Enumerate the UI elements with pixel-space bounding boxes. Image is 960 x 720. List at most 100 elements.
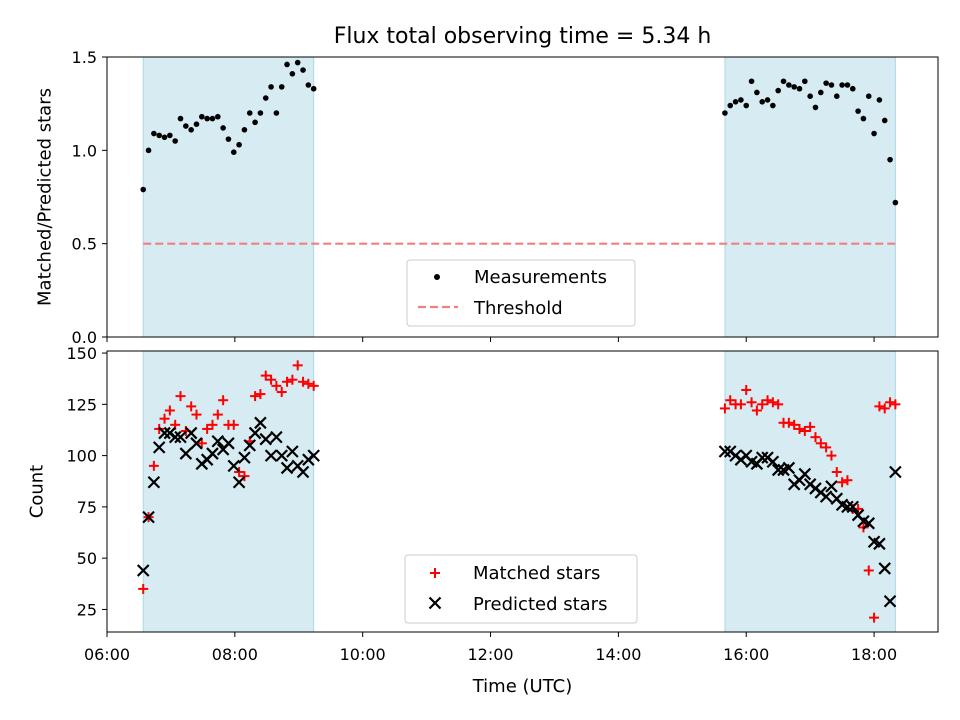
- predicted-star-point: [889, 465, 902, 479]
- predicted-star-point: [248, 426, 262, 440]
- observing-window-shading: [142, 57, 896, 337]
- y-tick-label: 75: [77, 498, 97, 517]
- measurement-point: [278, 84, 285, 90]
- predicted-star-point: [206, 447, 219, 460]
- matched-star-point: [799, 425, 810, 436]
- predicted-star-point: [878, 562, 892, 575]
- matched-star-point: [138, 583, 149, 594]
- matched-star-point: [869, 612, 880, 623]
- x-tick-label: 06:00: [84, 645, 130, 664]
- legend-entry-measurements: Measurements: [474, 267, 607, 288]
- matched-star-point: [885, 397, 896, 408]
- predicted-star-point: [184, 426, 198, 440]
- measurement-point: [220, 125, 226, 131]
- matched-star-point: [826, 450, 837, 461]
- predicted-star-point: [179, 447, 193, 460]
- legend-plus-glyph: [430, 568, 440, 578]
- matched-star-point: [191, 409, 202, 420]
- predicted-star-point: [782, 461, 796, 475]
- matched-star-point: [212, 409, 223, 420]
- measurement-point: [743, 102, 750, 109]
- matched-stars-points: [138, 360, 901, 623]
- measurement-point: [172, 138, 178, 144]
- observing-window-shading: [142, 351, 896, 632]
- y-axis-label: Count: [26, 465, 47, 518]
- measurement-point: [818, 89, 824, 96]
- matched-star-point: [234, 467, 245, 478]
- plot-frame: [106, 350, 939, 633]
- matched-star-point: [842, 475, 853, 486]
- matched-star-point: [789, 419, 800, 430]
- measurement-point: [252, 119, 258, 126]
- matched-star-point: [831, 467, 842, 478]
- measurement-point: [140, 186, 147, 193]
- matched-star-point: [148, 460, 159, 471]
- measurement-point: [764, 97, 771, 103]
- measurement-point: [151, 130, 157, 137]
- matched-star-point: [805, 421, 816, 432]
- count-panel: 25 50 75 100 125 150 06:00 08:00 10:00 12:00 14:0…: [26, 344, 939, 697]
- measurement-point: [284, 61, 290, 68]
- measurement-point: [849, 85, 856, 92]
- measurement-point: [786, 82, 792, 88]
- matched-star-point: [250, 391, 261, 402]
- predicted-stars-points: [136, 416, 902, 608]
- predicted-star-point: [142, 510, 155, 524]
- ratio-panel: 0.0 0.5 1.0 1.5 Flux total observing time =…: [34, 24, 939, 347]
- predicted-star-point: [243, 439, 257, 452]
- measurement-point: [807, 93, 813, 99]
- legend-dot-marker: [434, 274, 440, 280]
- predicted-star-point: [307, 449, 320, 462]
- matched-star-point: [186, 401, 197, 412]
- y-tick-label: 0.0: [72, 328, 97, 347]
- measurement-point: [871, 130, 877, 137]
- measurement-point: [188, 127, 194, 133]
- x-tick-label: 14:00: [595, 645, 641, 664]
- matched-star-point: [159, 413, 170, 424]
- y-axis-ticks: 0.0 0.5 1.0 1.5: [72, 48, 107, 347]
- predicted-star-point: [798, 467, 812, 481]
- matched-star-point: [207, 419, 218, 430]
- matched-star-point: [815, 438, 826, 449]
- matched-star-point: [874, 401, 885, 412]
- matched-star-point: [735, 399, 746, 410]
- legend-entry-matched-stars: Matched stars: [473, 563, 600, 584]
- matched-star-point: [773, 399, 784, 410]
- matched-star-point: [292, 360, 303, 371]
- measurement-point: [199, 113, 205, 120]
- chart-title: Flux total observing time = 5.34 h: [334, 24, 712, 49]
- y-tick-label: 150: [66, 344, 97, 363]
- predicted-star-point: [846, 500, 860, 514]
- measurement-points: [140, 59, 899, 206]
- y-axis-label: Matched/Predicted stars: [34, 88, 55, 306]
- predicted-star-point: [766, 455, 780, 469]
- measurement-point: [812, 104, 819, 111]
- predicted-star-point: [270, 430, 283, 444]
- measurement-point: [215, 113, 221, 120]
- shaded-interval: [143, 351, 314, 632]
- x-tick-label: 12:00: [467, 645, 513, 664]
- measurement-point: [289, 71, 296, 77]
- x-tick-label: 16:00: [723, 645, 769, 664]
- matched-star-point: [757, 399, 768, 410]
- matched-star-point: [271, 380, 282, 391]
- x-axis-ticks: [106, 337, 875, 342]
- legend-entry-predicted-stars: Predicted stars: [473, 594, 607, 615]
- measurement-point: [268, 84, 274, 90]
- x-tick-label: 10:00: [340, 645, 386, 664]
- y-axis-ticks: 25 50 75 100 125 150: [66, 344, 107, 619]
- predicted-star-point: [718, 445, 732, 458]
- matched-star-point: [890, 399, 901, 410]
- matched-star-point: [794, 423, 805, 434]
- matched-star-point: [751, 405, 762, 416]
- matched-star-point: [260, 370, 271, 381]
- predicted-star-point: [280, 461, 294, 475]
- predicted-star-point: [158, 426, 171, 440]
- predicted-star-point: [873, 537, 886, 551]
- legend-plus-marker: [430, 568, 440, 578]
- measurement-point: [780, 78, 787, 85]
- measurement-point: [892, 199, 899, 206]
- measurement-point: [828, 82, 835, 88]
- matched-star-point: [298, 376, 309, 387]
- shaded-interval: [724, 57, 896, 337]
